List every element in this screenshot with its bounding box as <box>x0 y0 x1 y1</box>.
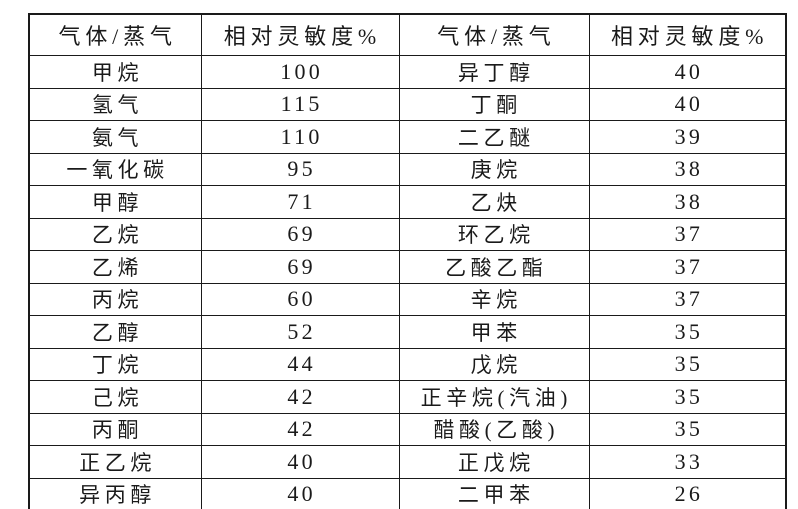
table-row: 乙烷 69 环乙烷 37 <box>28 217 787 251</box>
sensitivity-value-cell: 100 <box>200 55 400 89</box>
table-row: 己烷 42 正辛烷(汽油) 35 <box>28 380 787 414</box>
sensitivity-value-cell: 35 <box>588 347 787 381</box>
sensitivity-value-cell: 95 <box>200 152 400 186</box>
sensitivity-value-cell: 37 <box>588 250 787 284</box>
table-row: 乙烯 69 乙酸乙酯 37 <box>28 250 787 284</box>
gas-vapor-column-header: 气体/蒸气 <box>28 13 202 56</box>
sensitivity-value-cell: 60 <box>200 282 400 316</box>
table-header-row: 气体/蒸气 相对灵敏度% 气体/蒸气 相对灵敏度% <box>28 13 787 56</box>
gas-name-cell: 丙酮 <box>28 412 202 446</box>
sensitivity-value-cell: 40 <box>200 477 400 509</box>
table-row: 甲醇 71 乙炔 38 <box>28 185 787 219</box>
gas-name-cell: 乙烷 <box>28 217 202 251</box>
gas-name-cell: 正辛烷(汽油) <box>398 380 590 414</box>
sensitivity-value-cell: 42 <box>200 380 400 414</box>
gas-name-cell: 二甲苯 <box>398 477 590 509</box>
sensitivity-value-cell: 69 <box>200 250 400 284</box>
sensitivity-value-cell: 40 <box>200 445 400 479</box>
sensitivity-value-cell: 33 <box>588 445 787 479</box>
relative-sensitivity-column-header: 相对灵敏度% <box>200 13 400 56</box>
sensitivity-value-cell: 37 <box>588 217 787 251</box>
gas-name-cell: 己烷 <box>28 380 202 414</box>
sensitivity-value-cell: 42 <box>200 412 400 446</box>
table-row: 氨气 110 二乙醚 39 <box>28 120 787 154</box>
gas-name-cell: 乙醇 <box>28 315 202 349</box>
table-row: 氢气 115 丁酮 40 <box>28 87 787 121</box>
gas-name-cell: 乙烯 <box>28 250 202 284</box>
sensitivity-value-cell: 44 <box>200 347 400 381</box>
gas-name-cell: 环乙烷 <box>398 217 590 251</box>
table-row: 乙醇 52 甲苯 35 <box>28 315 787 349</box>
table-row: 丁烷 44 戊烷 35 <box>28 347 787 381</box>
sensitivity-value-cell: 26 <box>588 477 787 509</box>
gas-name-cell: 醋酸(乙酸) <box>398 412 590 446</box>
sensitivity-value-cell: 35 <box>588 412 787 446</box>
gas-name-cell: 甲苯 <box>398 315 590 349</box>
sensitivity-value-cell: 69 <box>200 217 400 251</box>
gas-name-cell: 甲醇 <box>28 185 202 219</box>
gas-name-cell: 异丁醇 <box>398 55 590 89</box>
sensitivity-value-cell: 39 <box>588 120 787 154</box>
gas-vapor-column-header: 气体/蒸气 <box>398 13 590 56</box>
sensitivity-value-cell: 35 <box>588 315 787 349</box>
sensitivity-value-cell: 37 <box>588 282 787 316</box>
gas-name-cell: 异丙醇 <box>28 477 202 509</box>
gas-name-cell: 乙炔 <box>398 185 590 219</box>
gas-name-cell: 甲烷 <box>28 55 202 89</box>
table-row: 丙烷 60 辛烷 37 <box>28 282 787 316</box>
gas-name-cell: 氨气 <box>28 120 202 154</box>
sensitivity-value-cell: 40 <box>588 55 787 89</box>
gas-name-cell: 辛烷 <box>398 282 590 316</box>
gas-name-cell: 丁烷 <box>28 347 202 381</box>
sensitivity-value-cell: 38 <box>588 152 787 186</box>
gas-name-cell: 正戊烷 <box>398 445 590 479</box>
table-row: 一氧化碳 95 庚烷 38 <box>28 152 787 186</box>
table-row: 丙酮 42 醋酸(乙酸) 35 <box>28 412 787 446</box>
sensitivity-value-cell: 38 <box>588 185 787 219</box>
relative-sensitivity-column-header: 相对灵敏度% <box>588 13 787 56</box>
gas-name-cell: 二乙醚 <box>398 120 590 154</box>
table-row: 正乙烷 40 正戊烷 33 <box>28 445 787 479</box>
gas-name-cell: 一氧化碳 <box>28 152 202 186</box>
sensitivity-value-cell: 110 <box>200 120 400 154</box>
table-row: 甲烷 100 异丁醇 40 <box>28 55 787 89</box>
sensitivity-value-cell: 115 <box>200 87 400 121</box>
gas-name-cell: 丁酮 <box>398 87 590 121</box>
sensitivity-value-cell: 35 <box>588 380 787 414</box>
sensitivity-value-cell: 40 <box>588 87 787 121</box>
gas-name-cell: 丙烷 <box>28 282 202 316</box>
sensitivity-value-cell: 71 <box>200 185 400 219</box>
gas-name-cell: 乙酸乙酯 <box>398 250 590 284</box>
gas-sensitivity-table: 气体/蒸气 相对灵敏度% 气体/蒸气 相对灵敏度% 甲烷 100 异丁醇 40 氢气 115 丁酮… <box>28 13 787 509</box>
table-row: 异丙醇 40 二甲苯 26 <box>28 477 787 509</box>
gas-name-cell: 戊烷 <box>398 347 590 381</box>
sensitivity-value-cell: 52 <box>200 315 400 349</box>
gas-name-cell: 庚烷 <box>398 152 590 186</box>
gas-name-cell: 氢气 <box>28 87 202 121</box>
gas-name-cell: 正乙烷 <box>28 445 202 479</box>
